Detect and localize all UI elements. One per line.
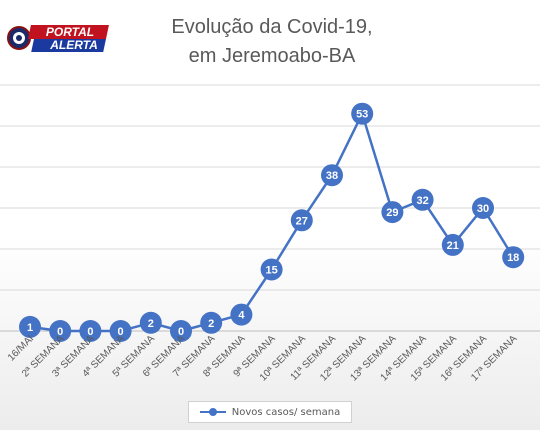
logo-line2: ALERTA	[49, 38, 98, 52]
data-label: 27	[296, 215, 308, 227]
data-point	[200, 311, 223, 334]
logo-graphic: PORTAL ALERTA	[7, 25, 109, 52]
data-label: 38	[326, 170, 338, 182]
data-points: 1 0 0 0 2 0 2 4 15 27 38 53 29 32 21 30 18	[19, 102, 525, 342]
data-point	[49, 320, 72, 342]
data-point	[381, 201, 404, 224]
data-label: 2	[148, 318, 154, 330]
data-point	[502, 246, 525, 269]
data-label: 53	[356, 109, 368, 121]
data-label: 18	[507, 252, 519, 264]
portal-alerta-logo: PORTAL ALERTA	[6, 20, 114, 64]
data-label: 15	[265, 265, 277, 277]
data-label: 0	[118, 326, 124, 338]
data-point	[472, 197, 494, 219]
data-label: 4	[238, 310, 245, 322]
chart-title-line2: em Jeremoabo-BA	[189, 45, 356, 67]
data-point	[230, 303, 253, 326]
data-label: 29	[386, 207, 398, 219]
data-label: 30	[477, 203, 489, 215]
data-label: 0	[87, 326, 93, 338]
data-point	[170, 320, 192, 342]
data-label: 32	[416, 195, 428, 207]
data-label: 21	[447, 240, 459, 252]
legend: Novos casos/ semana	[188, 401, 352, 423]
data-label: 0	[57, 326, 63, 338]
data-point	[321, 164, 343, 187]
data-label: 2	[208, 318, 214, 330]
data-point	[290, 209, 313, 232]
legend-label: Novos casos/ semana	[231, 406, 341, 418]
data-label: 0	[178, 326, 184, 338]
legend-line-marker	[199, 408, 226, 416]
data-point	[411, 188, 434, 211]
data-point	[260, 258, 283, 281]
data-label: 1	[27, 322, 33, 334]
data-point	[139, 311, 162, 334]
data-point	[441, 233, 464, 256]
data-point	[19, 315, 41, 338]
logo-line1: PORTAL	[46, 25, 94, 39]
series-line	[29, 112, 515, 333]
chart-title-line1: Evolução da Covid-19,	[171, 16, 372, 38]
data-point	[79, 320, 102, 342]
gridlines	[0, 84, 540, 332]
series-path	[29, 112, 515, 333]
data-point	[351, 102, 374, 125]
data-point	[109, 320, 132, 342]
